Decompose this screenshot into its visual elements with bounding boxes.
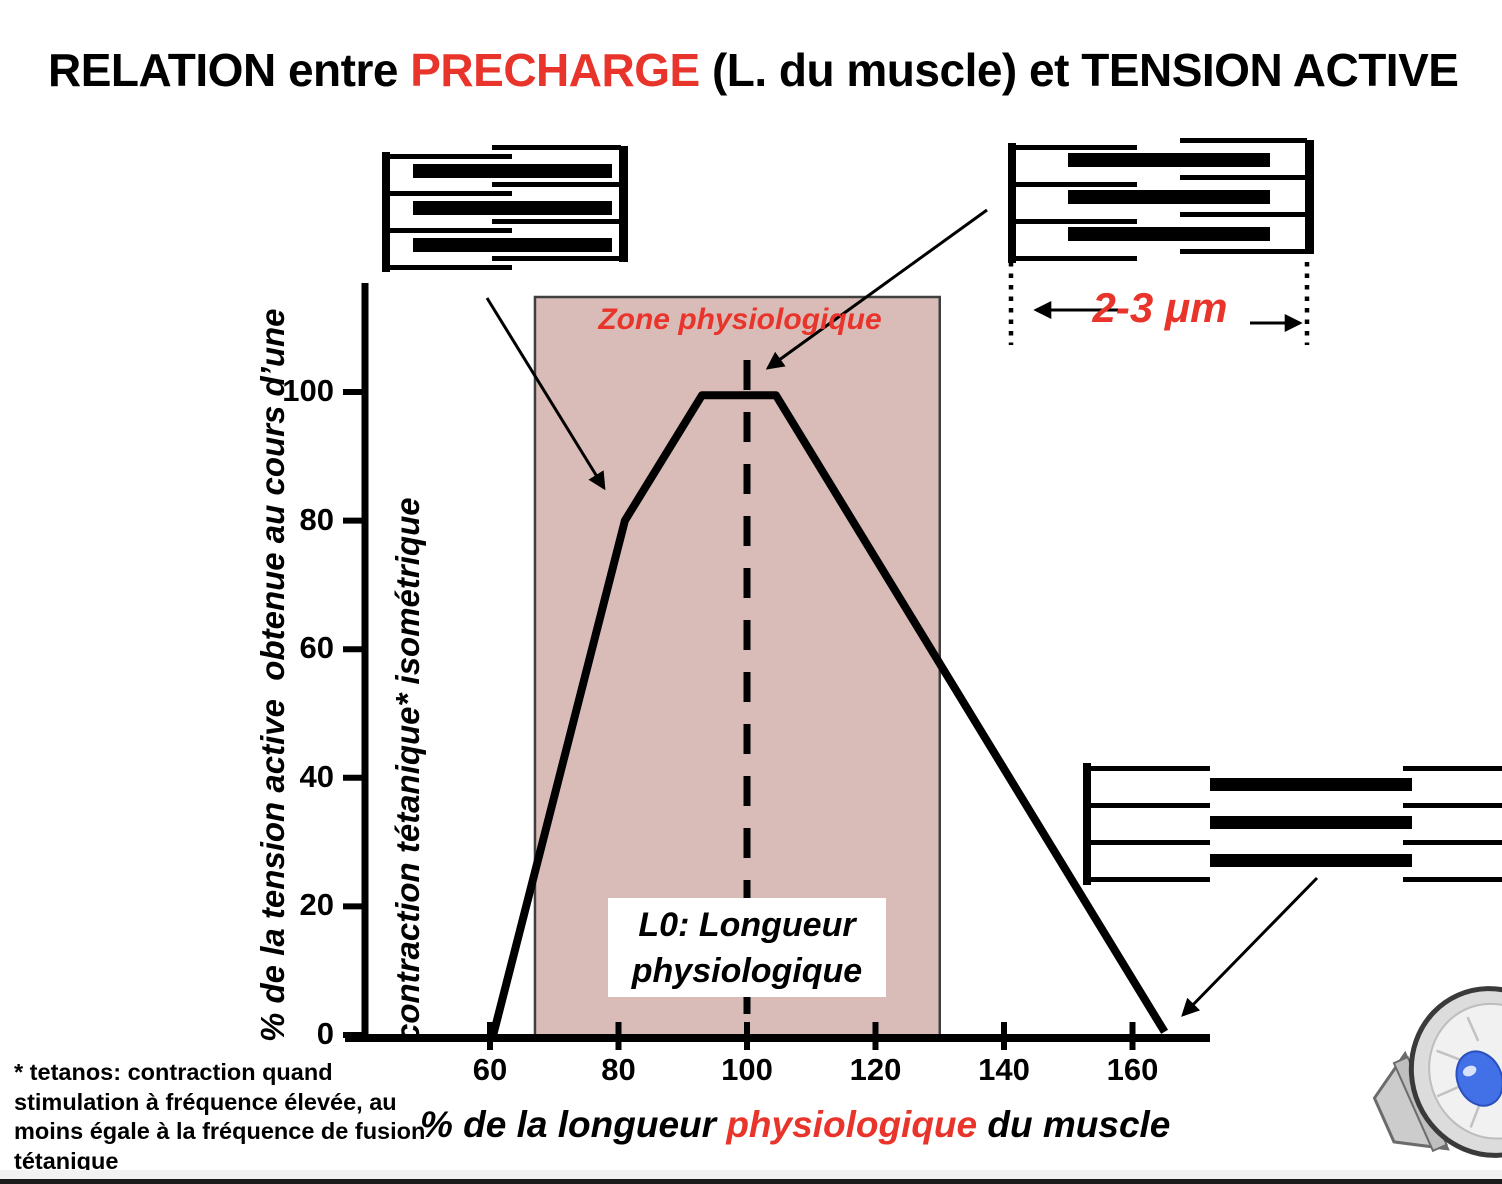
sarcomere-length-label: 2-3 μm (1092, 284, 1228, 331)
x-axis-label-post: du muscle (977, 1104, 1171, 1145)
y-tick-label: 60 (299, 630, 334, 666)
l0-label-text: L0: Longueur physiologique (631, 905, 863, 990)
footnote: * tetanos: contraction quand stimulation… (14, 1059, 426, 1174)
sarcomere-overstretched-diagram (1083, 763, 1502, 885)
y-tick-label: 0 (316, 1016, 334, 1051)
tension-curve (489, 391, 1169, 1036)
bottom-bar (0, 1179, 1502, 1184)
speaker-highlight (1462, 1065, 1477, 1077)
x-axis-label-pre: % de la longueur (420, 1104, 727, 1145)
axis-ticks (343, 389, 1136, 1050)
y-tick-label: 100 (282, 373, 334, 408)
slide-title: RELATION entre PRECHARGE (L. du muscle) … (48, 40, 1459, 100)
zone-physiologique-label: Zone physiologique (598, 303, 882, 336)
y-tick-label: 80 (299, 501, 334, 537)
arrow-stretched-sarcomere (1181, 876, 1319, 1017)
x-axis-label: % de la longueur physiologique du muscle (420, 1104, 1170, 1146)
x-tick-label: 100 (721, 1052, 773, 1087)
bottom-strip (0, 1170, 1502, 1179)
title-highlight-precharge: PRECHARGE (410, 44, 700, 96)
x-axis-label-highlight: physiologique (726, 1104, 978, 1145)
annotation-arrows (485, 208, 1319, 1017)
x-tick-label: 120 (849, 1052, 902, 1087)
y-tick-label: 20 (299, 887, 334, 923)
x-tick-label: 160 (1106, 1052, 1159, 1087)
sarcomere-length-measure (1008, 262, 1310, 345)
sarcomere-optimal-diagram (1008, 138, 1314, 263)
speaker-blue-dome (1455, 1050, 1502, 1107)
speaker-rays (1436, 1016, 1482, 1128)
title-part2: (L. du muscle) et TENSION ACTIVE (699, 44, 1459, 96)
x-tick-label: 60 (472, 1052, 508, 1087)
arrow-optimal-sarcomere (765, 208, 988, 370)
l0-label-box: L0: Longueur physiologique (608, 898, 886, 997)
arrow-short-sarcomere (485, 297, 606, 491)
sarcomere-shortened-diagram (382, 145, 628, 272)
speaker-icon[interactable] (1350, 963, 1502, 1184)
y-tick-label: 40 (299, 758, 334, 794)
x-tick-label: 140 (978, 1052, 1030, 1087)
x-tick-label: 80 (601, 1052, 636, 1087)
title-part1: RELATION entre (48, 44, 411, 96)
sarcomere-diagrams (382, 138, 1502, 885)
